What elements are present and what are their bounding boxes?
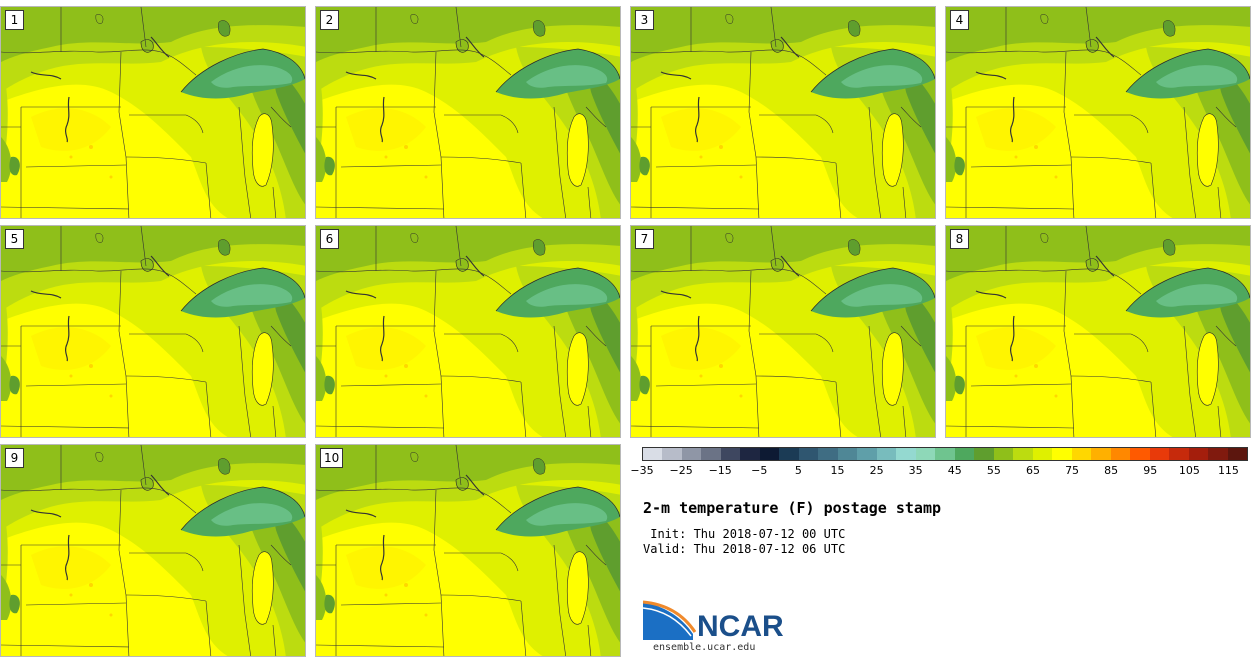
temperature-map-10 [316, 445, 620, 656]
stamp-panel-5: 5 [0, 225, 306, 438]
colorbar-segment [818, 448, 838, 460]
colorbar-segment [1032, 448, 1053, 460]
stamp-panel-6: 6 [315, 225, 621, 438]
stamp-panel-4: 4 [945, 6, 1251, 219]
stamp-panel-3: 3 [630, 6, 936, 219]
colorbar-tick-label: 15 [830, 464, 845, 477]
colorbar-segment [876, 448, 897, 460]
colorbar-tick-label: −35 [630, 464, 654, 477]
temperature-map-9 [1, 445, 305, 656]
colorbar-segment [1130, 448, 1150, 460]
colorbar-tick-labels: −35 −25 −15 −5 5 15 25 35 45 55 65 75 85 95 105 115 [630, 464, 1248, 480]
colorbar-segment [857, 448, 877, 460]
member-number-label: 2 [320, 10, 339, 30]
stamp-panel-1: 1 [0, 6, 306, 219]
member-number-label: 6 [320, 229, 339, 249]
member-number-label: 1 [5, 10, 24, 30]
colorbar-segment [837, 448, 858, 460]
colorbar-segment [643, 448, 663, 460]
colorbar-tick-label: 55 [986, 464, 1001, 477]
colorbar-segment [720, 448, 741, 460]
temperature-map-4 [946, 7, 1250, 218]
valid-time: Valid: Thu 2018-07-12 06 UTC [643, 542, 846, 556]
colorbar-segment [759, 448, 780, 460]
temperature-map-3 [631, 7, 935, 218]
colorbar-segment [662, 448, 682, 460]
colorbar-segment [1091, 448, 1111, 460]
temperature-map-7 [631, 226, 935, 437]
stamp-panel-7: 7 [630, 225, 936, 438]
colorbar-tick-label: 65 [1025, 464, 1040, 477]
member-number-label: 4 [950, 10, 969, 30]
colorbar-segment [740, 448, 760, 460]
temperature-map-8 [946, 226, 1250, 437]
member-number-label: 8 [950, 229, 969, 249]
colorbar-tick-label: 45 [947, 464, 962, 477]
colorbar-tick-label: 75 [1065, 464, 1080, 477]
member-number-label: 3 [635, 10, 654, 30]
colorbar-tick-label: 115 [1217, 464, 1239, 477]
temperature-map-1 [1, 7, 305, 218]
temperature-map-5 [1, 226, 305, 437]
member-number-label: 7 [635, 229, 654, 249]
colorbar-segment [1013, 448, 1033, 460]
ncar-logo-icon [643, 600, 697, 640]
member-number-label: 9 [5, 448, 24, 468]
colorbar-segment [1110, 448, 1131, 460]
colorbar-segment [1227, 448, 1248, 460]
colorbar-segment [896, 448, 916, 460]
stamp-panel-10: 10 [315, 444, 621, 657]
colorbar-segment [1149, 448, 1170, 460]
colorbar-segment [798, 448, 819, 460]
colorbar-segment [1071, 448, 1092, 460]
member-number-label: 10 [320, 448, 344, 468]
colorbar-tick-label: −5 [751, 464, 768, 477]
stamp-panel-2: 2 [315, 6, 621, 219]
colorbar-segment [954, 448, 975, 460]
colorbar-segment [974, 448, 994, 460]
colorbar-tick-label: 95 [1143, 464, 1158, 477]
colorbar-segment [681, 448, 702, 460]
colorbar-segment [1169, 448, 1189, 460]
temperature-colorbar [642, 447, 1248, 461]
stamp-panel-9: 9 [0, 444, 306, 657]
temperature-map-2 [316, 7, 620, 218]
colorbar-tick-label: 5 [794, 464, 802, 477]
temperature-map-6 [316, 226, 620, 437]
colorbar-segment [1052, 448, 1072, 460]
plot-title: 2-m temperature (F) postage stamp [643, 499, 942, 517]
colorbar-tick-label: 105 [1178, 464, 1200, 477]
member-number-label: 5 [5, 229, 24, 249]
colorbar-segment [993, 448, 1014, 460]
colorbar-tick-label: 25 [869, 464, 884, 477]
colorbar-segment [1188, 448, 1209, 460]
colorbar-segment [935, 448, 955, 460]
colorbar-tick-label: 85 [1104, 464, 1119, 477]
colorbar-tick-label: −25 [669, 464, 693, 477]
stamp-panel-8: 8 [945, 225, 1251, 438]
colorbar-tick-label: 35 [908, 464, 923, 477]
colorbar-segment [1208, 448, 1228, 460]
website-label: ensemble.ucar.edu [653, 642, 756, 653]
colorbar-tick-label: −15 [708, 464, 732, 477]
colorbar-segment [701, 448, 721, 460]
ncar-logo-text: NCAR [697, 610, 784, 643]
colorbar-segment [915, 448, 936, 460]
colorbar-segment [779, 448, 799, 460]
init-time: Init: Thu 2018-07-12 00 UTC [643, 527, 846, 541]
